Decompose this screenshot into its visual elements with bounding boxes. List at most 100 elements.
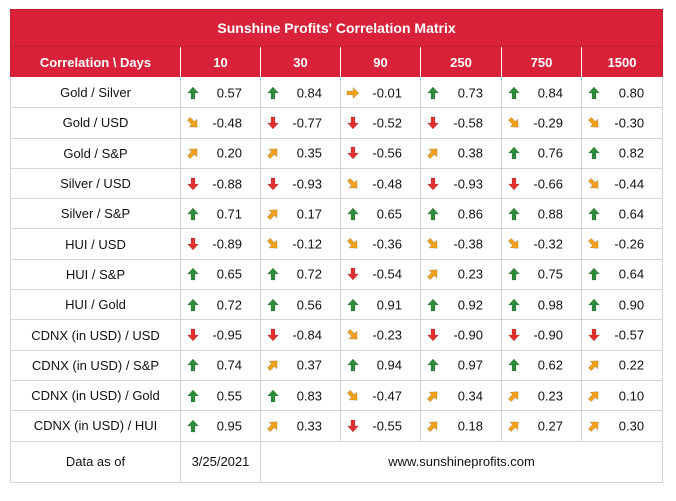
table-title: Sunshine Profits' Correlation Matrix: [9, 9, 664, 47]
correlation-cell: 0.72: [180, 289, 261, 321]
correlation-value: 0.20: [216, 145, 242, 161]
correlation-cell: 0.65: [340, 198, 421, 230]
correlation-cell: 0.56: [260, 289, 341, 321]
correlation-value: -0.54: [372, 266, 402, 282]
correlation-cell: -0.32: [501, 228, 582, 260]
correlation-value: 0.90: [618, 297, 645, 313]
correlation-cell: -0.12: [260, 228, 341, 260]
correlation-cell: 0.37: [260, 349, 341, 381]
correlation-value: 0.27: [537, 418, 563, 434]
footer-date: 3/25/2021: [180, 440, 261, 483]
correlation-value: 0.35: [296, 145, 322, 161]
correlation-cell: 0.62: [501, 349, 582, 381]
correlation-value: 0.64: [618, 266, 645, 282]
correlation-value: -0.23: [372, 327, 402, 343]
correlation-cell: -0.90: [501, 319, 582, 351]
correlation-value: 0.17: [296, 206, 322, 222]
arrow-up-icon: [266, 268, 280, 281]
arrow-down-right-icon: [346, 389, 358, 401]
correlation-cell: 0.20: [180, 137, 261, 169]
arrow-up-icon: [587, 146, 601, 160]
correlation-cell: -0.48: [180, 107, 261, 139]
correlation-cell: 0.30: [580, 410, 664, 442]
correlation-cell: 0.33: [260, 410, 341, 442]
correlation-value: 0.71: [216, 206, 242, 222]
arrow-up-icon: [587, 86, 601, 99]
table-row: CDNX (in USD) / Gold 0.55 0.83 -0.47 0.34 0.2…: [10, 379, 664, 412]
correlation-value: 0.10: [618, 388, 645, 404]
arrow-down-icon: [346, 146, 360, 160]
arrow-up-icon: [587, 298, 601, 311]
correlation-cell: -0.29: [501, 107, 582, 139]
correlation-value: 0.84: [296, 85, 322, 101]
correlation-cell: -0.89: [180, 228, 261, 260]
arrow-down-right-icon: [507, 116, 519, 128]
correlation-value: -0.52: [372, 115, 402, 131]
correlation-cell: 0.94: [340, 349, 421, 381]
header-label: Correlation \ Days: [10, 46, 181, 78]
correlation-value: -0.48: [212, 115, 242, 131]
correlation-value: 0.88: [537, 206, 563, 222]
correlation-value: 0.92: [457, 297, 483, 313]
correlation-value: 0.34: [457, 388, 483, 404]
correlation-cell: -0.66: [501, 167, 582, 200]
correlation-cell: 0.35: [260, 137, 341, 169]
correlation-value: 0.62: [537, 357, 563, 373]
correlation-cell: 0.57: [180, 76, 261, 109]
pair-label: HUI / Gold: [10, 289, 181, 321]
arrow-up-icon: [186, 389, 200, 402]
correlation-value: -0.90: [453, 327, 483, 343]
correlation-cell: 0.72: [260, 258, 341, 291]
correlation-cell: 0.98: [501, 289, 582, 321]
correlation-value: 0.18: [457, 418, 483, 434]
correlation-value: 0.23: [457, 266, 483, 282]
correlation-cell: 0.86: [420, 198, 502, 230]
correlation-value: -0.93: [453, 176, 483, 192]
correlation-value: 0.55: [216, 388, 242, 404]
correlation-cell: 0.34: [420, 379, 502, 412]
correlation-value: 0.30: [618, 418, 645, 434]
correlation-value: 0.86: [457, 206, 483, 222]
arrow-up-right-icon: [266, 360, 278, 372]
table-row: Gold / S&P 0.20 0.35 -0.56 0.38 0.76 0.82: [10, 137, 664, 169]
correlation-value: -0.48: [372, 176, 402, 192]
correlation-cell: -0.48: [340, 167, 421, 200]
correlation-cell: 0.64: [580, 198, 664, 230]
correlation-cell: 0.64: [580, 258, 664, 291]
correlation-value: 0.64: [618, 206, 645, 222]
pair-label: Gold / USD: [10, 107, 181, 139]
correlation-cell: 0.95: [180, 410, 261, 442]
arrow-up-icon: [507, 298, 521, 311]
arrow-up-icon: [426, 358, 440, 372]
correlation-cell: -0.36: [340, 228, 421, 260]
header-days-30: 30: [260, 46, 341, 78]
correlation-value: 0.73: [457, 85, 483, 101]
correlation-value: -0.55: [372, 418, 402, 434]
correlation-value: -0.66: [533, 176, 563, 192]
arrow-up-right-icon: [507, 421, 519, 432]
arrow-down-icon: [266, 116, 280, 130]
arrow-down-right-icon: [186, 116, 198, 128]
footer-row: Data as of 3/25/2021 www.sunshineprofits…: [10, 440, 664, 483]
table-row: HUI / S&P 0.65 0.72 -0.54 0.23 0.75 0.64: [10, 258, 664, 291]
arrow-up-icon: [266, 86, 280, 99]
table-row: Silver / USD -0.88 -0.93 -0.48 -0.93 -0.66 -0.…: [10, 167, 664, 200]
arrow-down-right-icon: [587, 116, 599, 128]
correlation-cell: 0.75: [501, 258, 582, 291]
arrow-up-right-icon: [426, 391, 438, 402]
correlation-matrix: Sunshine Profits' Correlation Matrix Cor…: [9, 9, 664, 490]
arrow-up-icon: [266, 389, 280, 402]
arrow-down-icon: [587, 328, 601, 342]
header-days-10: 10: [180, 46, 261, 78]
correlation-value: 0.94: [376, 357, 402, 373]
arrow-up-right-icon: [587, 421, 599, 432]
arrow-down-right-icon: [346, 329, 358, 340]
header-row: Correlation \ Days 10 30 90 250 750 1500: [10, 46, 664, 78]
correlation-value: 0.57: [216, 85, 242, 101]
arrow-down-icon: [346, 419, 360, 433]
correlation-value: 0.72: [296, 266, 322, 282]
arrow-right-icon: [346, 86, 360, 99]
correlation-cell: -0.84: [260, 319, 341, 351]
correlation-value: -0.89: [212, 236, 242, 252]
correlation-cell: -0.23: [340, 319, 421, 351]
